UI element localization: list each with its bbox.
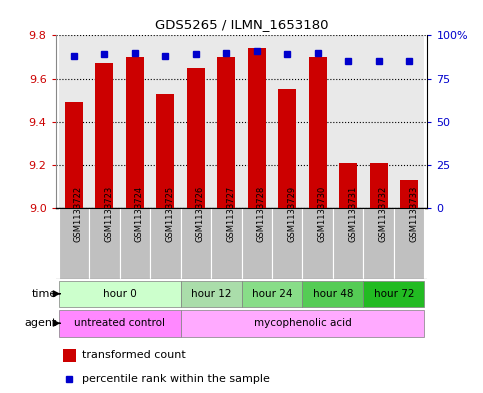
Bar	[58, 310, 181, 336]
Bar	[120, 208, 150, 279]
Bar	[65, 102, 83, 208]
Bar	[278, 89, 297, 208]
Bar	[242, 208, 272, 279]
Bar	[339, 163, 357, 208]
Bar	[181, 35, 211, 208]
Bar	[333, 35, 363, 208]
Bar	[302, 208, 333, 279]
Bar	[181, 208, 211, 279]
Bar	[363, 208, 394, 279]
Bar	[181, 281, 242, 307]
Text: time: time	[32, 289, 57, 299]
Bar	[217, 57, 235, 208]
Bar	[150, 208, 181, 279]
Bar	[58, 281, 181, 307]
Bar	[120, 35, 150, 208]
Bar	[363, 35, 394, 208]
Bar	[400, 180, 418, 208]
Bar	[394, 35, 425, 208]
Bar	[89, 208, 120, 279]
Bar	[95, 64, 114, 208]
Bar	[150, 35, 181, 208]
Text: hour 12: hour 12	[191, 289, 231, 299]
Bar	[156, 94, 174, 208]
Bar	[363, 281, 425, 307]
Text: GSM1133726: GSM1133726	[196, 186, 205, 242]
Bar	[309, 57, 327, 208]
Bar	[302, 281, 363, 307]
Text: GSM1133731: GSM1133731	[348, 186, 357, 242]
Text: untreated control: untreated control	[74, 318, 165, 328]
Title: GDS5265 / ILMN_1653180: GDS5265 / ILMN_1653180	[155, 18, 328, 31]
Text: GSM1133732: GSM1133732	[379, 186, 388, 242]
Text: GSM1133725: GSM1133725	[165, 186, 174, 242]
Text: GSM1133723: GSM1133723	[104, 186, 114, 242]
Bar	[302, 35, 333, 208]
Bar	[394, 208, 425, 279]
Text: GSM1133730: GSM1133730	[318, 186, 327, 242]
Text: GSM1133728: GSM1133728	[257, 186, 266, 242]
Bar	[211, 35, 242, 208]
Text: hour 24: hour 24	[252, 289, 292, 299]
Text: GSM1133722: GSM1133722	[74, 186, 83, 242]
Bar	[58, 208, 89, 279]
Bar	[186, 68, 205, 208]
Bar	[89, 35, 120, 208]
Bar	[333, 208, 363, 279]
Bar	[58, 35, 89, 208]
Bar	[369, 163, 388, 208]
Bar	[272, 208, 302, 279]
Bar	[181, 310, 425, 336]
Text: GSM1133727: GSM1133727	[226, 186, 235, 242]
Text: GSM1133724: GSM1133724	[135, 186, 144, 242]
Text: transformed count: transformed count	[82, 350, 185, 360]
Text: mycophenolic acid: mycophenolic acid	[254, 318, 351, 328]
Text: hour 48: hour 48	[313, 289, 353, 299]
Text: hour 72: hour 72	[374, 289, 414, 299]
Bar	[63, 349, 76, 362]
Bar	[126, 57, 144, 208]
Bar	[248, 48, 266, 208]
Text: agent: agent	[25, 318, 57, 328]
Text: GSM1133729: GSM1133729	[287, 186, 296, 242]
Bar	[272, 35, 302, 208]
Bar	[211, 208, 242, 279]
Text: percentile rank within the sample: percentile rank within the sample	[82, 374, 270, 384]
Text: GSM1133733: GSM1133733	[409, 186, 418, 242]
Text: hour 0: hour 0	[103, 289, 136, 299]
Bar	[242, 35, 272, 208]
Bar	[242, 281, 302, 307]
